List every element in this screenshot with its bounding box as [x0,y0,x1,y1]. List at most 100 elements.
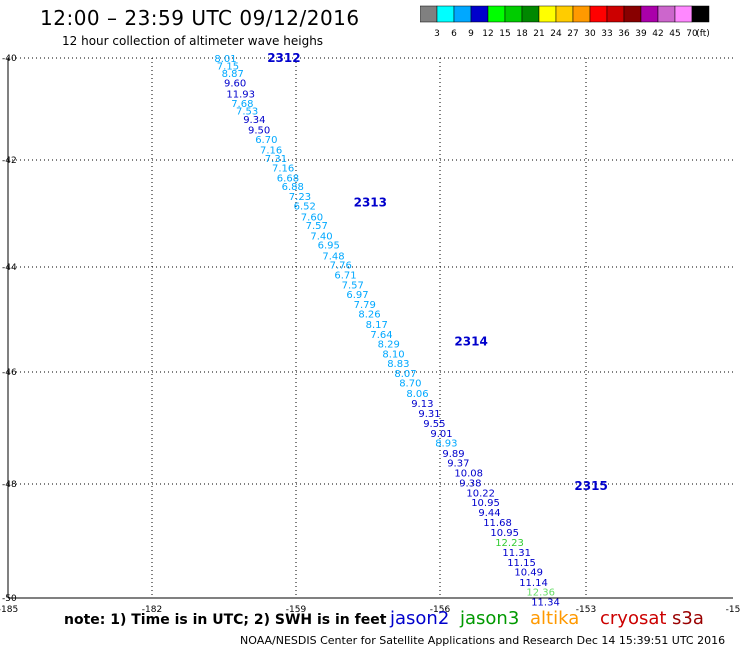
color-swatch [538,5,557,23]
swh-data-point: 7.57 [306,221,328,232]
color-swatch [572,5,591,23]
color-scale-label: 70 [686,29,698,39]
swh-data-point: 12.36 [526,587,555,598]
page-title: 12:00 – 23:59 UTC 09/12/2016 [40,6,360,30]
swh-data-point: 10.49 [514,568,543,579]
swh-data-point: 7.16 [260,145,282,156]
legend-jason3: jason3 [460,608,520,629]
color-swatch [504,5,523,23]
swh-data-point: 9.01 [430,429,452,440]
swh-data-point: 8.70 [399,379,421,390]
swh-data-point: 10.95 [490,528,519,539]
y-tick-label: -50 [2,594,17,604]
swh-data-point: 11.14 [519,578,548,589]
color-scale-unit: (ft) [696,29,710,39]
swh-data-point: 7.64 [370,330,392,341]
y-tick-label: -48 [2,480,17,490]
swh-data-point: 7.48 [322,251,344,262]
legend-altika: altika [530,608,580,629]
swh-data-point: 9.34 [243,115,265,126]
page-subtitle: 12 hour collection of altimeter wave hei… [62,34,324,48]
swh-data-point: 6.97 [346,290,368,301]
swh-data-point: 8.29 [378,340,400,351]
swh-data-point: 7.31 [265,154,287,165]
swh-data-point: 9.50 [248,126,270,137]
color-scale-label: 6 [451,29,457,39]
color-scale-label: 36 [618,29,630,39]
swh-data-point: 11.68 [483,518,512,529]
swh-data-point: 9.44 [478,508,500,519]
color-swatch [555,5,574,23]
color-scale-label: 42 [652,29,663,39]
color-scale-label: 3 [434,29,440,39]
footer-credit: NOAA/NESDIS Center for Satellite Applica… [240,634,726,647]
swh-data-point: 7.68 [231,99,253,110]
swh-data-point: 10.95 [471,498,500,509]
color-scale-label: 33 [601,29,612,39]
swh-data-point: 11.34 [531,598,560,609]
color-scale-label: 15 [499,29,510,39]
swh-data-point: 7.57 [342,280,364,291]
swh-data-point: 9.13 [411,399,433,410]
color-swatch [436,5,455,23]
color-swatch [623,5,642,23]
y-tick-label: -46 [2,368,17,378]
swh-data-point: 8.07 [394,369,416,380]
color-scale-label: 45 [669,29,680,39]
color-swatch [691,5,710,23]
color-scale-label: 12 [482,29,493,39]
swh-data-point: 7.40 [310,232,332,243]
pass-number-label: 2312 [267,51,300,65]
swh-data-point: 6.71 [334,271,356,282]
swh-data-point: 11.31 [502,548,531,559]
swh-data-point: 12.23 [495,538,524,549]
swh-data-point: 6.95 [318,241,340,252]
swh-data-point: 7.76 [330,261,352,272]
pass-number-label: 2313 [354,195,387,209]
color-swatch [420,5,438,23]
footer-note: note: 1) Time is in UTC; 2) SWH is in fe… [64,612,387,628]
swh-data-point: 9.31 [418,409,440,420]
swh-data-point: 11.15 [507,558,536,569]
color-scale-label: 9 [468,29,474,39]
swh-data-point: 7.15 [217,61,239,72]
color-swatch [589,5,608,23]
swh-data-point: 7.79 [354,300,376,311]
swh-data-point: 6.88 [282,182,304,193]
legend-s3a: s3a [672,608,704,629]
color-scale-label: 21 [533,29,544,39]
swh-data-point: 8.17 [366,320,388,331]
color-scale-label: 18 [516,29,528,39]
swh-data-point: 6.70 [255,135,277,146]
color-scale-label: 24 [550,29,562,39]
swh-data-point: 8.06 [406,389,428,400]
swh-data-point: 9.55 [423,419,445,430]
swh-data-point: 9.37 [447,458,469,469]
color-swatch [657,5,676,23]
color-scale-label: 27 [567,29,578,39]
y-tick-label: -40 [2,54,17,64]
swh-data-point: 7.16 [272,164,294,175]
color-scale-legend: 3 6 9 12 15 18 21 24 27 30 33 36 39 42 45 70(ft) [420,5,710,39]
swh-data-point: 9.60 [224,79,246,90]
color-swatch [606,5,625,23]
legend-cryosat: cryosat [600,608,667,629]
legend-jason2: jason2 [390,608,450,629]
pass-number-label: 2315 [574,479,607,493]
swh-data-point: 8.83 [387,359,409,370]
color-swatch [470,5,489,23]
swh-data-point: 6.68 [277,173,299,184]
swh-data-point: 7.60 [301,212,323,223]
color-swatch [674,5,693,23]
color-scale-label: 30 [584,29,596,39]
swh-data-point: 10.08 [454,469,483,480]
swh-data-point: 8.10 [382,349,404,360]
color-swatch [453,5,472,23]
y-tick-label: -44 [2,263,17,273]
swh-data-point: 10.22 [466,488,495,499]
pass-number-label: 2314 [454,335,487,349]
x-tick-label: -185 [0,605,18,615]
color-scale-label: 39 [635,29,647,39]
